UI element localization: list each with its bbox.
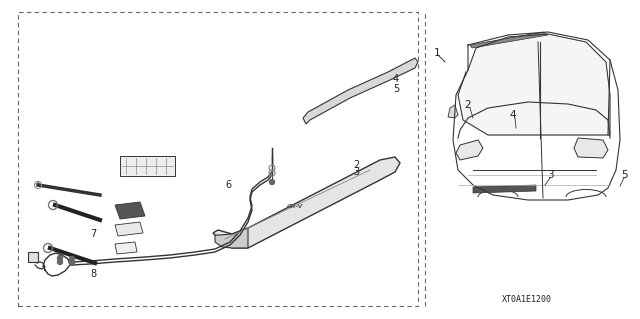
Polygon shape: [473, 185, 536, 193]
Circle shape: [70, 256, 74, 262]
Text: 3: 3: [547, 170, 554, 180]
Circle shape: [58, 256, 63, 261]
Circle shape: [58, 259, 63, 264]
Circle shape: [70, 261, 74, 265]
Text: 4: 4: [393, 74, 399, 84]
Bar: [28, 252, 38, 262]
Text: CR-V: CR-V: [287, 204, 303, 210]
Polygon shape: [115, 222, 143, 236]
Text: 4: 4: [509, 110, 516, 120]
Polygon shape: [215, 228, 248, 248]
Text: 8: 8: [90, 269, 96, 279]
Text: XT0A1E1200: XT0A1E1200: [502, 295, 552, 305]
Polygon shape: [303, 58, 418, 124]
Polygon shape: [115, 242, 137, 254]
Text: 1: 1: [434, 48, 440, 58]
Polygon shape: [448, 105, 458, 118]
Text: 7: 7: [90, 229, 96, 239]
Polygon shape: [470, 32, 548, 48]
Bar: [18, 12, 418, 306]
Text: 2: 2: [353, 160, 359, 170]
Polygon shape: [456, 140, 483, 160]
Text: 6: 6: [225, 180, 231, 190]
Polygon shape: [115, 202, 145, 219]
Polygon shape: [574, 138, 608, 158]
Polygon shape: [213, 157, 400, 248]
Text: 2: 2: [465, 100, 471, 110]
Polygon shape: [458, 34, 610, 135]
Circle shape: [269, 180, 275, 184]
Text: 5: 5: [393, 84, 399, 94]
Bar: [120, 156, 175, 176]
Text: 5: 5: [621, 170, 628, 180]
Text: 3: 3: [353, 167, 359, 177]
